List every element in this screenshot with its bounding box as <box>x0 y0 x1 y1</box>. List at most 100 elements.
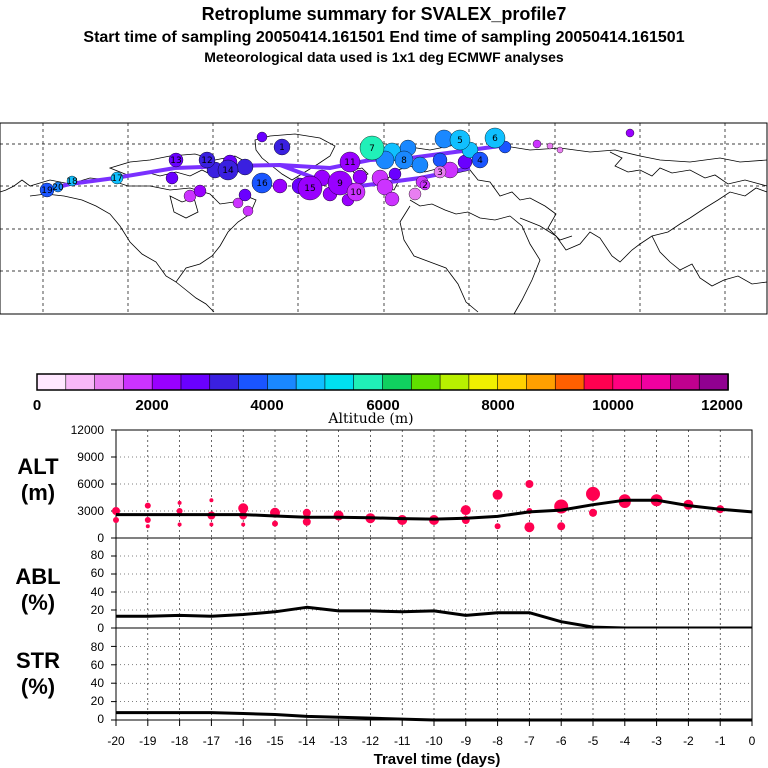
colorbar-tick-label: 2000 <box>135 397 168 414</box>
str-ytick-label: 60 <box>91 658 105 672</box>
map-cluster-dot <box>52 181 64 193</box>
abl-ytick-label: 40 <box>91 585 105 599</box>
map-plume-dot <box>384 191 400 207</box>
map-cluster-label: 12 <box>201 156 212 166</box>
colorbar-ticks: 0 2000 4000 6000 8000 10000 12000 <box>33 397 743 414</box>
abl-ytick-label: 80 <box>91 548 105 562</box>
title-line-2: Start time of sampling 20050414.161501 E… <box>83 29 684 46</box>
x-tick-label: -3 <box>651 734 662 748</box>
colorbar-cell <box>583 373 614 391</box>
map-cluster-label: 11 <box>344 158 355 168</box>
coastline-mediterranean <box>409 199 511 221</box>
map-cluster-dot <box>471 151 489 169</box>
alt-scatter-point <box>112 507 120 515</box>
map-cluster-dot <box>198 151 216 169</box>
x-tick-label: -4 <box>619 734 630 748</box>
map-cluster-dot <box>297 175 323 201</box>
colorbar-cell <box>267 373 297 391</box>
colorbar-cell <box>65 373 96 391</box>
x-tick-label: -9 <box>460 734 471 748</box>
map-cluster-label: 1 <box>279 143 285 153</box>
coastline-central-america <box>175 281 215 313</box>
map-cluster-dot <box>433 165 447 179</box>
str-plot-area <box>111 627 753 726</box>
colorbar-cell <box>612 373 643 391</box>
map-plume-dot <box>556 146 564 154</box>
alt-scatter-point <box>209 522 214 527</box>
alt-scatter-point <box>176 508 183 514</box>
map-cluster-label: 18 <box>66 177 78 187</box>
alt-scatter-point <box>589 508 597 517</box>
colorbar-tick-label: 12000 <box>701 397 743 414</box>
x-tick-label: -7 <box>524 734 535 748</box>
x-tick-label: -5 <box>588 734 599 748</box>
colorbar-cell <box>410 373 441 391</box>
alt-scatter-point <box>177 500 182 505</box>
alt-ytick-label: 6000 <box>77 477 104 491</box>
alt-scatter-point <box>272 520 278 527</box>
abl-panel-label: ABL <box>15 564 60 589</box>
alt-scatter-point <box>333 510 344 521</box>
map-plume-dot <box>408 187 422 201</box>
map-plume-dot <box>352 169 368 185</box>
colorbar-cell <box>36 373 67 391</box>
colorbar-cell <box>554 373 585 391</box>
colorbar-label: Altitude (m) <box>327 411 413 427</box>
map-cluster-dot <box>449 129 471 151</box>
alt-scatter-point <box>144 517 151 523</box>
colorbar-cell <box>382 373 413 391</box>
map-cluster-dot <box>110 171 124 185</box>
map-cluster-label: 5 <box>457 136 463 146</box>
map-plume-dot <box>232 197 244 209</box>
map-cluster-label: 8 <box>401 156 407 166</box>
map-cluster-label: 2 <box>422 181 428 191</box>
alt-scatter-point <box>524 522 535 533</box>
colorbar-frame <box>36 373 729 391</box>
map-cluster-dot <box>419 179 431 191</box>
map-cluster-label: 4 <box>477 156 483 166</box>
map-cluster-label: 14 <box>222 166 234 176</box>
map-cluster-label: 17 <box>111 174 122 184</box>
str-panel-unit: (%) <box>21 674 55 699</box>
abl-ytick-label: 20 <box>91 603 105 617</box>
abl-ytick-label: 60 <box>91 566 105 580</box>
alt-scatter-point <box>241 522 246 527</box>
map-cluster-dot <box>346 182 366 202</box>
alt-scatter-point <box>525 480 534 488</box>
colorbar-cell <box>497 373 528 391</box>
coastline-se-asia <box>651 235 768 287</box>
x-tick-labels: -20 -19 -18 -17 -16 -15 -14 -13 -12 -11 -10 -9 -8 -7-… <box>107 734 755 748</box>
map-cluster-label: 9 <box>337 179 343 189</box>
alt-scatter-point <box>144 502 151 509</box>
timeseries-panels: ALT (m) 12000 9000 6000 3000 0 ABL (%) 8… <box>15 423 755 768</box>
coastline-hudson-bay <box>169 195 199 219</box>
alt-series-line <box>116 498 753 521</box>
alt-scatter-point <box>113 517 119 523</box>
map-plume-dot <box>183 189 197 203</box>
map-plume-dot <box>256 131 268 143</box>
x-tick-label: -13 <box>330 734 348 748</box>
map-cluster-dot <box>168 152 184 168</box>
x-tick-label: -15 <box>266 734 284 748</box>
colorbar-cell <box>526 373 557 391</box>
panel-abl: ABL (%) 80 60 40 20 0 <box>15 537 753 635</box>
alt-panel-label: ALT <box>17 454 59 479</box>
x-tick-label: -10 <box>425 734 443 748</box>
colorbar-cell <box>151 373 182 391</box>
map-plume-dot <box>546 142 554 150</box>
map-cluster-dot <box>251 172 273 194</box>
alt-scatter-point <box>302 508 311 517</box>
map-cluster-label: 10 <box>350 188 362 198</box>
alt-scatter-point <box>494 523 501 530</box>
map-plume-dot <box>625 128 635 138</box>
colorbar-tick-label: 10000 <box>592 397 634 414</box>
colorbar-cell <box>180 373 211 391</box>
alt-ytick-label: 0 <box>97 531 104 545</box>
alt-ytick-label: 3000 <box>77 504 104 518</box>
colorbar-cells <box>36 373 729 391</box>
colorbar-cell <box>295 373 326 391</box>
colorbar-cell <box>238 373 269 391</box>
